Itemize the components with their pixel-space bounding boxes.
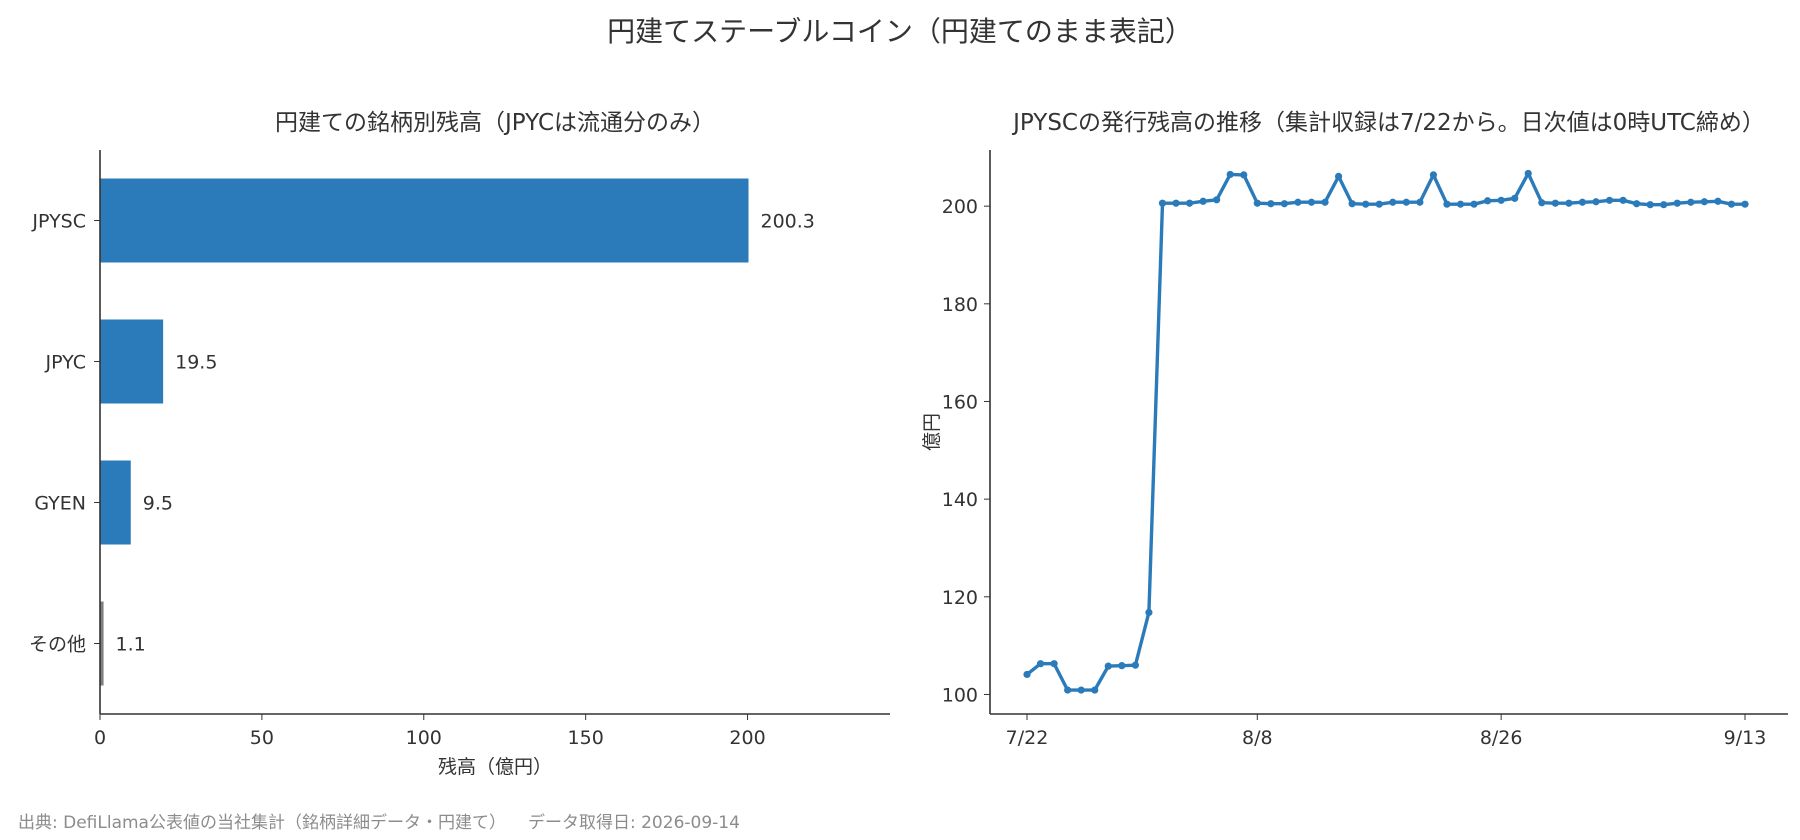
data-point <box>1484 197 1492 205</box>
data-point <box>1280 200 1288 208</box>
data-point <box>1307 198 1316 206</box>
data-point <box>1592 198 1600 206</box>
y-tick-label: 160 <box>942 391 978 413</box>
y-tick-label: JPYC <box>45 352 86 374</box>
x-tick-label: 9/13 <box>1724 727 1767 749</box>
data-point <box>1334 172 1343 180</box>
data-point <box>1199 197 1207 205</box>
data-point <box>1416 198 1424 206</box>
data-point <box>1294 198 1302 206</box>
y-tick-label: 100 <box>942 684 978 706</box>
data-point <box>1565 199 1573 207</box>
data-point <box>1605 196 1614 204</box>
data-point <box>1511 194 1519 202</box>
x-tick-label: 8/26 <box>1480 727 1523 749</box>
bar-4 <box>100 601 104 686</box>
data-point <box>1524 169 1532 178</box>
data-point <box>1443 200 1451 208</box>
data-point <box>1253 199 1261 207</box>
bar-3 <box>100 460 131 545</box>
y-tick-label: JPYSC <box>31 211 86 233</box>
data-point <box>1104 662 1112 670</box>
x-tick-label: 8/8 <box>1242 727 1273 749</box>
bar-chart-title: 円建ての銘柄別残高（JPYCは流通分のみ） <box>275 110 715 136</box>
data-point <box>1091 686 1099 694</box>
data-point <box>1077 686 1085 694</box>
bar-value-label: 200.3 <box>761 211 815 233</box>
line-chart-title: JPYSCの発行残高の推移（集計収録は7/22から。日次値は0時UTC締め） <box>1011 110 1765 136</box>
y-tick-label: その他 <box>29 634 86 656</box>
data-point <box>1362 200 1370 208</box>
bar-value-label: 9.5 <box>143 493 173 515</box>
data-point <box>1714 197 1722 205</box>
data-point <box>1064 686 1072 694</box>
footer-note: 出典: DefiLlama公表値の当社集計（銘柄詳細データ・円建て） データ取得日… <box>18 808 740 833</box>
data-point <box>1389 198 1397 206</box>
y-tick-label: 140 <box>942 489 978 511</box>
x-tick-label: 100 <box>406 727 442 749</box>
x-tick-label: 200 <box>729 727 765 749</box>
series-line <box>1025 171 1745 692</box>
data-point <box>1036 660 1045 668</box>
figure-title: 円建てステーブルコイン（円建てのまま表記） <box>607 15 1193 48</box>
bar-chart: 円建ての銘柄別残高（JPYCは流通分のみ） JPYSC 200.3 JPYC 19.5 G… <box>29 110 890 778</box>
data-point <box>1470 200 1478 208</box>
data-point <box>1145 608 1153 617</box>
data-point <box>1226 170 1234 179</box>
x-tick-label: 150 <box>568 727 604 749</box>
x-axis-label: 残高（億円） <box>438 756 552 778</box>
data-point <box>1158 199 1167 207</box>
bar-1 <box>100 178 749 263</box>
data-point <box>1402 198 1410 206</box>
data-point <box>1375 200 1383 208</box>
data-point <box>1240 171 1248 179</box>
data-point <box>1429 171 1438 179</box>
x-tick-label: 7/22 <box>1006 727 1049 749</box>
data-point <box>1578 198 1587 206</box>
data-point <box>1538 199 1546 207</box>
y-tick-label: 200 <box>942 196 978 218</box>
data-point <box>1172 199 1180 207</box>
bar-2 <box>100 319 164 404</box>
y-tick-label: GYEN <box>34 493 86 515</box>
data-point <box>1700 198 1708 206</box>
data-point <box>1619 196 1627 204</box>
y-tick-label: 120 <box>942 587 978 609</box>
data-point <box>1185 199 1194 207</box>
footer-retrieved: データ取得日: 2026-09-14 <box>527 813 740 833</box>
line-chart: JPYSCの発行残高の推移（集計収録は7/22から。日次値は0時UTC締め） 10… <box>921 110 1788 749</box>
data-point <box>1497 196 1505 204</box>
bar-value-label: 19.5 <box>175 352 217 374</box>
data-point <box>1727 200 1736 208</box>
data-point <box>1673 199 1681 207</box>
data-point <box>1660 201 1668 209</box>
footer-source: 出典: DefiLlama公表値の当社集計（銘柄詳細データ・円建て） <box>18 813 506 833</box>
y-tick-label: 180 <box>942 294 978 316</box>
data-point <box>1646 201 1654 209</box>
data-point <box>1050 660 1058 668</box>
bar-value-label: 1.1 <box>116 634 146 656</box>
data-point <box>1551 199 1559 207</box>
x-tick-label: 0 <box>94 727 106 749</box>
data-point <box>1118 662 1126 670</box>
data-point <box>1213 196 1221 204</box>
x-tick-label: 50 <box>250 727 274 749</box>
data-point <box>1633 200 1641 208</box>
data-point <box>1321 198 1329 206</box>
data-point <box>1687 198 1695 206</box>
data-point <box>1348 200 1356 208</box>
data-point <box>1741 200 1749 208</box>
data-point <box>1131 661 1139 669</box>
data-point <box>1267 200 1275 208</box>
data-point <box>1023 670 1031 679</box>
y-axis-label: 億円 <box>921 413 943 451</box>
data-point <box>1456 200 1465 208</box>
